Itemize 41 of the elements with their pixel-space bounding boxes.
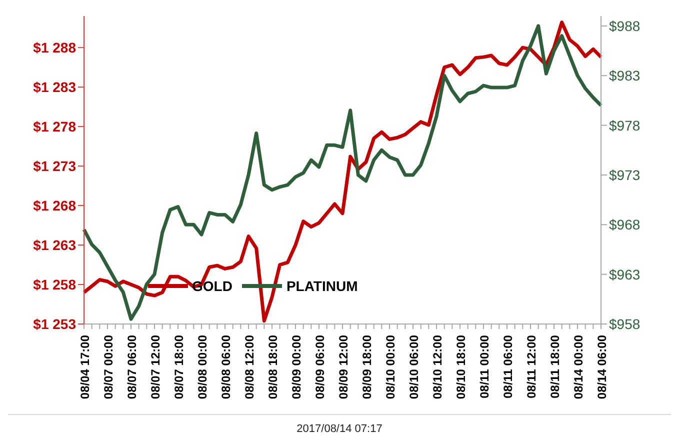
y2-tick-label: $988 (609, 18, 640, 34)
y2-tick-label: $983 (609, 68, 640, 84)
y-tick-label: $1 278 (33, 118, 76, 135)
x-tick-label: 08/10 06:00 (407, 334, 421, 400)
y2-tick-label: $978 (609, 117, 640, 134)
x-tick-label: 08/07 12:00 (148, 334, 162, 400)
x-tick-label: 08/10 00:00 (384, 334, 398, 400)
x-tick-label: 08/07 06:00 (125, 334, 139, 400)
x-tick-label: 08/08 06:00 (219, 334, 233, 400)
x-tick-label: 08/07 18:00 (172, 334, 186, 400)
y-tick-label: $1 273 (33, 158, 76, 174)
legend-label: GOLD (192, 278, 232, 294)
x-tick-label: 08/10 18:00 (454, 334, 468, 400)
y2-tick-label: $958 (609, 316, 640, 332)
x-tick-label: 08/11 12:00 (524, 334, 538, 398)
y-tick-label: $1 288 (33, 40, 76, 56)
text: 2017/08/14 07:17 (296, 423, 384, 435)
x-tick-label: 08/07 00:00 (102, 334, 116, 400)
x-tick-label: 08/11 00:00 (478, 334, 492, 398)
y2-tick-label: $968 (609, 216, 640, 233)
x-tick-label: 08/04 17:00 (78, 334, 92, 400)
x-tick-label: 08/11 18:00 (548, 334, 562, 398)
x-tick-label: 08/11 06:00 (501, 334, 515, 398)
y-tick-label: $1 283 (33, 79, 76, 96)
y2-tick-label: $973 (609, 166, 640, 183)
x-tick-label: 08/10 12:00 (430, 334, 444, 400)
x-tick-label: 08/08 18:00 (266, 334, 280, 400)
x-tick-label: 08/09 00:00 (290, 334, 304, 400)
x-tick-label: 08/14 00:00 (572, 334, 586, 400)
y2-tick-label: $963 (609, 266, 640, 282)
y-tick-label: $1 253 (33, 316, 76, 332)
legend-label: PLATINUM (286, 278, 358, 294)
x-tick-label: 08/09 18:00 (360, 334, 374, 400)
y-tick-label: $1 268 (33, 198, 76, 214)
x-tick-label: 08/09 12:00 (336, 334, 350, 400)
x-tick-label: 08/09 06:00 (313, 334, 327, 400)
x-tick-label: 08/14 06:00 (595, 334, 609, 400)
y-tick-label: $1 258 (33, 276, 76, 292)
y-tick-label: $1 263 (33, 236, 76, 253)
x-tick-label: 08/08 12:00 (242, 334, 256, 400)
x-tick-label: 08/08 00:00 (196, 334, 210, 400)
